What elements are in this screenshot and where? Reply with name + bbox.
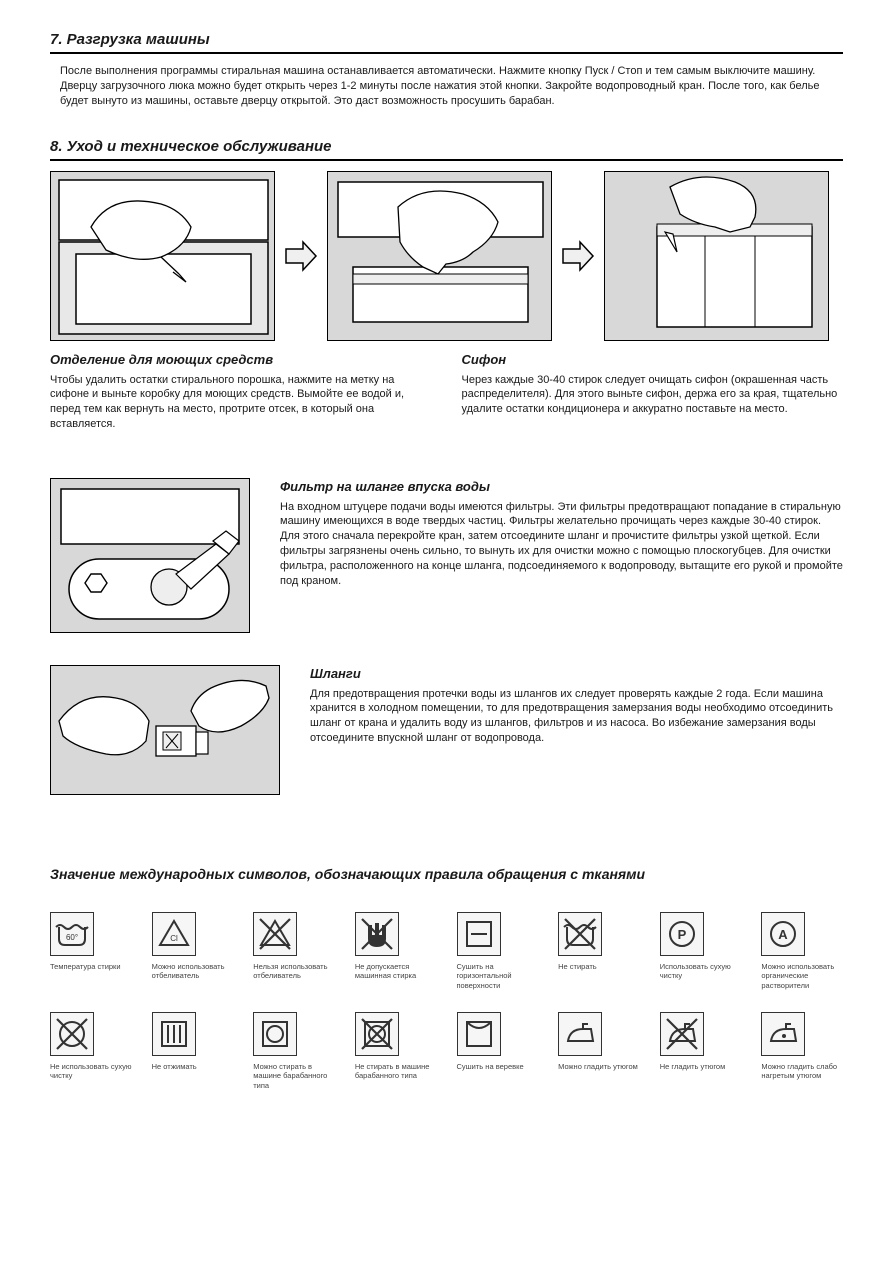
care-symbol-label: Не отжимать <box>152 1062 234 1071</box>
care-symbol-drip: Не отжимать <box>152 1012 234 1090</box>
care-symbol-label: Сушить на веревке <box>457 1062 539 1071</box>
care-symbol-label: Сушить на горизонтальной поверхности <box>457 962 539 990</box>
siphon-body: Через каждые 30-40 стирок следует очищат… <box>462 373 844 418</box>
care-symbol-wash60: 60° Температура стирки <box>50 912 132 990</box>
circleP-icon: P <box>660 912 704 956</box>
care-symbol-noIron: Не гладить утюгом <box>660 1012 742 1090</box>
iron-icon <box>558 1012 602 1056</box>
wash60-icon: 60° <box>50 912 94 956</box>
care-symbol-bleachCl: Cl Можно использовать отбеливатель <box>152 912 234 990</box>
care-symbol-iron: Можно гладить утюгом <box>558 1012 640 1090</box>
care-symbol-label: Не стирать <box>558 962 640 971</box>
hoses-heading: Шланги <box>310 665 843 683</box>
care-symbol-label: Можно гладить слабо нагретым утюгом <box>761 1062 843 1081</box>
figure-drawer-press <box>50 171 275 341</box>
figure-drawer-pull <box>327 171 552 341</box>
section-7-title: 7. Разгрузка машины <box>50 30 843 54</box>
tumble-icon <box>253 1012 297 1056</box>
care-symbol-label: Температура стирки <box>50 962 132 971</box>
bleachCl-icon: Cl <box>152 912 196 956</box>
noHand-icon <box>355 912 399 956</box>
figure-hose <box>50 665 280 795</box>
care-symbol-label: Не использовать сухую чистку <box>50 1062 132 1081</box>
svg-text:P: P <box>677 927 686 942</box>
noCircle-icon <box>50 1012 94 1056</box>
care-symbol-circleA: A Можно использовать органические раствор… <box>761 912 843 990</box>
care-symbol-noBleach: Нельзя использовать отбеливатель <box>253 912 335 990</box>
care-symbol-noTumble: Не стирать в машине барабанного типа <box>355 1012 437 1090</box>
care-symbol-label: Не гладить утюгом <box>660 1062 742 1071</box>
noTumble-icon <box>355 1012 399 1056</box>
care-symbol-flatDry: Сушить на горизонтальной поверхности <box>457 912 539 990</box>
care-symbol-label: Можно использовать отбеливатель <box>152 962 234 981</box>
inlet-filter-heading: Фильтр на шланге впуска воды <box>280 478 843 496</box>
circleA-icon: A <box>761 912 805 956</box>
noBleach-icon <box>253 912 297 956</box>
care-symbol-label: Не допускается машинная стирка <box>355 962 437 981</box>
svg-text:Cl: Cl <box>170 934 178 943</box>
drip-icon <box>152 1012 196 1056</box>
siphon-heading: Сифон <box>462 351 844 369</box>
care-symbol-label: Использовать сухую чистку <box>660 962 742 981</box>
symbols-grid: 60° Температура стирки Cl Можно использоват… <box>50 912 843 1090</box>
section-7-body: После выполнения программы стиральная ма… <box>60 64 843 109</box>
figure-row-drawer <box>50 171 843 341</box>
svg-text:60°: 60° <box>66 933 78 942</box>
care-symbol-lineDry: Сушить на веревке <box>457 1012 539 1090</box>
care-symbol-label: Можно использовать органические раствори… <box>761 962 843 990</box>
care-symbol-label: Нельзя использовать отбеливатель <box>253 962 335 981</box>
care-symbol-noWash: Не стирать <box>558 912 640 990</box>
care-symbol-circleP: P Использовать сухую чистку <box>660 912 742 990</box>
hoses-block: Шланги Для предотвращения протечки воды … <box>50 665 843 795</box>
inlet-filter-block: Фильтр на шланге впуска воды На входном … <box>50 478 843 633</box>
hoses-body: Для предотвращения протечки воды из шлан… <box>310 687 843 746</box>
detergent-heading: Отделение для моющих средств <box>50 351 432 369</box>
detergent-body: Чтобы удалить остатки стирального порошк… <box>50 373 432 432</box>
noWash-icon <box>558 912 602 956</box>
ironDot-icon <box>761 1012 805 1056</box>
figure-drawer-remove <box>604 171 829 341</box>
flatDry-icon <box>457 912 501 956</box>
care-symbol-noCircle: Не использовать сухую чистку <box>50 1012 132 1090</box>
lineDry-icon <box>457 1012 501 1056</box>
care-symbol-label: Можно гладить утюгом <box>558 1062 640 1071</box>
figure-inlet-filter <box>50 478 250 633</box>
care-symbol-label: Можно стирать в машине барабанного типа <box>253 1062 335 1090</box>
svg-text:A: A <box>779 927 789 942</box>
section-8-title: 8. Уход и техническое обслуживание <box>50 137 843 161</box>
care-symbol-label: Не стирать в машине барабанного типа <box>355 1062 437 1081</box>
noIron-icon <box>660 1012 704 1056</box>
arrow-icon <box>560 239 596 273</box>
symbols-title: Значение международных символов, обознач… <box>50 865 843 884</box>
inlet-filter-body: На входном штуцере подачи воды имеются ф… <box>280 500 843 589</box>
care-symbol-tumble: Можно стирать в машине барабанного типа <box>253 1012 335 1090</box>
care-symbol-noHand: Не допускается машинная стирка <box>355 912 437 990</box>
arrow-icon <box>283 239 319 273</box>
care-symbol-ironDot: Можно гладить слабо нагретым утюгом <box>761 1012 843 1090</box>
